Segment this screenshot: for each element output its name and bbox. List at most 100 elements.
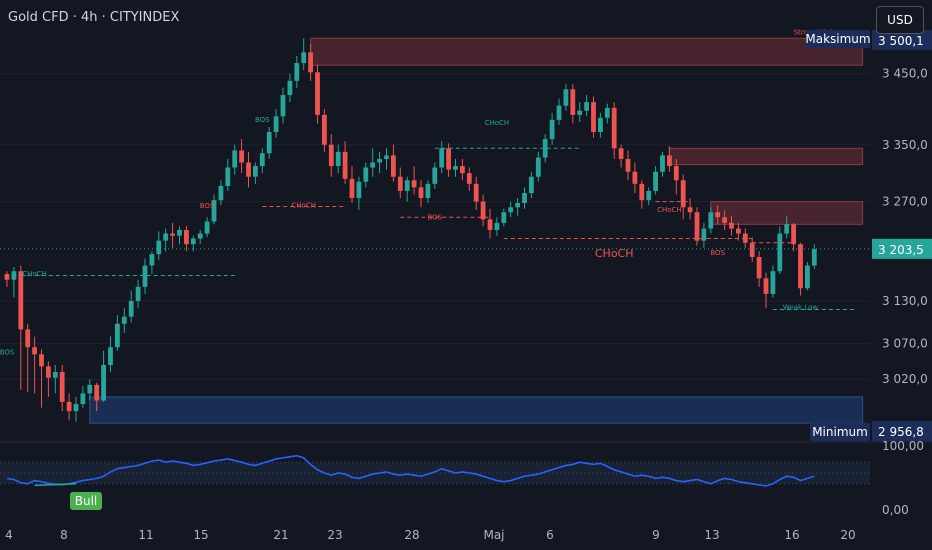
supply-zone — [310, 37, 864, 66]
candle-body — [266, 131, 272, 154]
chart-title: Gold CFD · 4h · CITYINDEX — [8, 10, 180, 25]
candle — [687, 198, 693, 220]
annotation-label: BOS — [0, 348, 15, 356]
annotation-label: Weak Low — [783, 304, 818, 312]
candle-body — [432, 167, 438, 184]
candle-body — [473, 183, 479, 202]
time-tick-label: Maj — [483, 528, 504, 542]
candle — [473, 176, 479, 211]
candle-body — [218, 185, 224, 201]
candle-body — [618, 148, 624, 159]
candle-body — [87, 384, 93, 394]
candle — [563, 84, 569, 111]
candle-body — [729, 222, 734, 229]
min-label: Minimum — [812, 425, 868, 439]
annotation-label: CHoCH — [595, 247, 634, 260]
time-tick-label: 6 — [546, 528, 554, 542]
candle-body — [177, 230, 182, 236]
candle — [404, 176, 410, 202]
candle — [94, 382, 100, 412]
time-tick-label: 16 — [784, 528, 799, 542]
candle — [253, 162, 258, 184]
candle-body — [439, 148, 445, 168]
candle-body — [535, 157, 541, 177]
candle — [639, 180, 645, 209]
time-tick-label: 23 — [327, 528, 342, 542]
candle — [184, 225, 189, 252]
candle-body — [687, 207, 693, 213]
candle — [411, 166, 417, 195]
candle — [397, 167, 403, 199]
candle-body — [46, 366, 51, 378]
candle-body — [108, 347, 113, 365]
max-value-label: 3 500,1 — [878, 34, 924, 48]
candle — [542, 134, 548, 163]
candle — [784, 215, 790, 239]
candles-layer — [4, 38, 817, 422]
candle — [301, 38, 307, 71]
candle-body — [211, 200, 217, 222]
candle-body — [66, 401, 72, 412]
candle-body — [425, 183, 431, 199]
candle — [87, 379, 93, 401]
candle-body — [142, 265, 148, 287]
candle-body — [694, 212, 700, 241]
candle — [487, 208, 493, 239]
candle-body — [253, 166, 258, 177]
candle-body — [404, 180, 410, 191]
candle — [729, 215, 734, 236]
candle — [204, 217, 210, 238]
candle — [701, 222, 707, 248]
candle-body — [784, 224, 790, 234]
candle-body — [184, 230, 189, 245]
candle — [480, 194, 486, 227]
time-tick-label: 13 — [704, 528, 719, 542]
candle-body — [328, 144, 334, 167]
candle — [694, 207, 700, 246]
time-tick-label: 11 — [138, 528, 153, 542]
candle — [322, 109, 327, 152]
candle-body — [584, 102, 589, 111]
candle — [584, 95, 589, 117]
min-label-bg — [810, 423, 870, 441]
candle-body — [342, 151, 348, 179]
candle-body — [604, 107, 610, 118]
candle-body — [308, 52, 313, 73]
candle-body — [577, 110, 583, 115]
candle-body — [749, 242, 755, 257]
candle-body — [632, 171, 638, 184]
candle-body — [59, 372, 65, 402]
current-price-label: 3 203,5 — [878, 243, 924, 257]
candle-body — [349, 178, 355, 199]
candle — [570, 84, 576, 124]
candle-body — [570, 89, 576, 115]
candle-body — [453, 166, 458, 170]
bull-badge-bg — [70, 492, 102, 510]
candle — [798, 242, 803, 296]
candle — [232, 144, 238, 175]
candle-body — [273, 116, 279, 132]
candle — [522, 187, 527, 209]
candle — [115, 315, 120, 351]
currency-button[interactable]: USD — [876, 6, 924, 34]
candle-body — [715, 212, 721, 218]
candle-body — [646, 190, 652, 201]
candle — [432, 162, 438, 189]
candle-body — [39, 354, 44, 367]
candle-body — [335, 151, 341, 167]
min-value-label: 2 956,8 — [878, 425, 924, 439]
candle — [805, 261, 810, 291]
candle-body — [653, 171, 658, 191]
candle — [535, 151, 541, 182]
oscillator-line — [6, 454, 815, 487]
candle — [259, 148, 265, 174]
candle — [80, 386, 86, 408]
candle-body — [411, 180, 417, 188]
candle — [680, 174, 686, 220]
candle-body — [246, 162, 251, 177]
candle — [170, 222, 175, 248]
candle — [101, 350, 106, 402]
candle-body — [466, 173, 472, 184]
candle — [508, 201, 514, 218]
